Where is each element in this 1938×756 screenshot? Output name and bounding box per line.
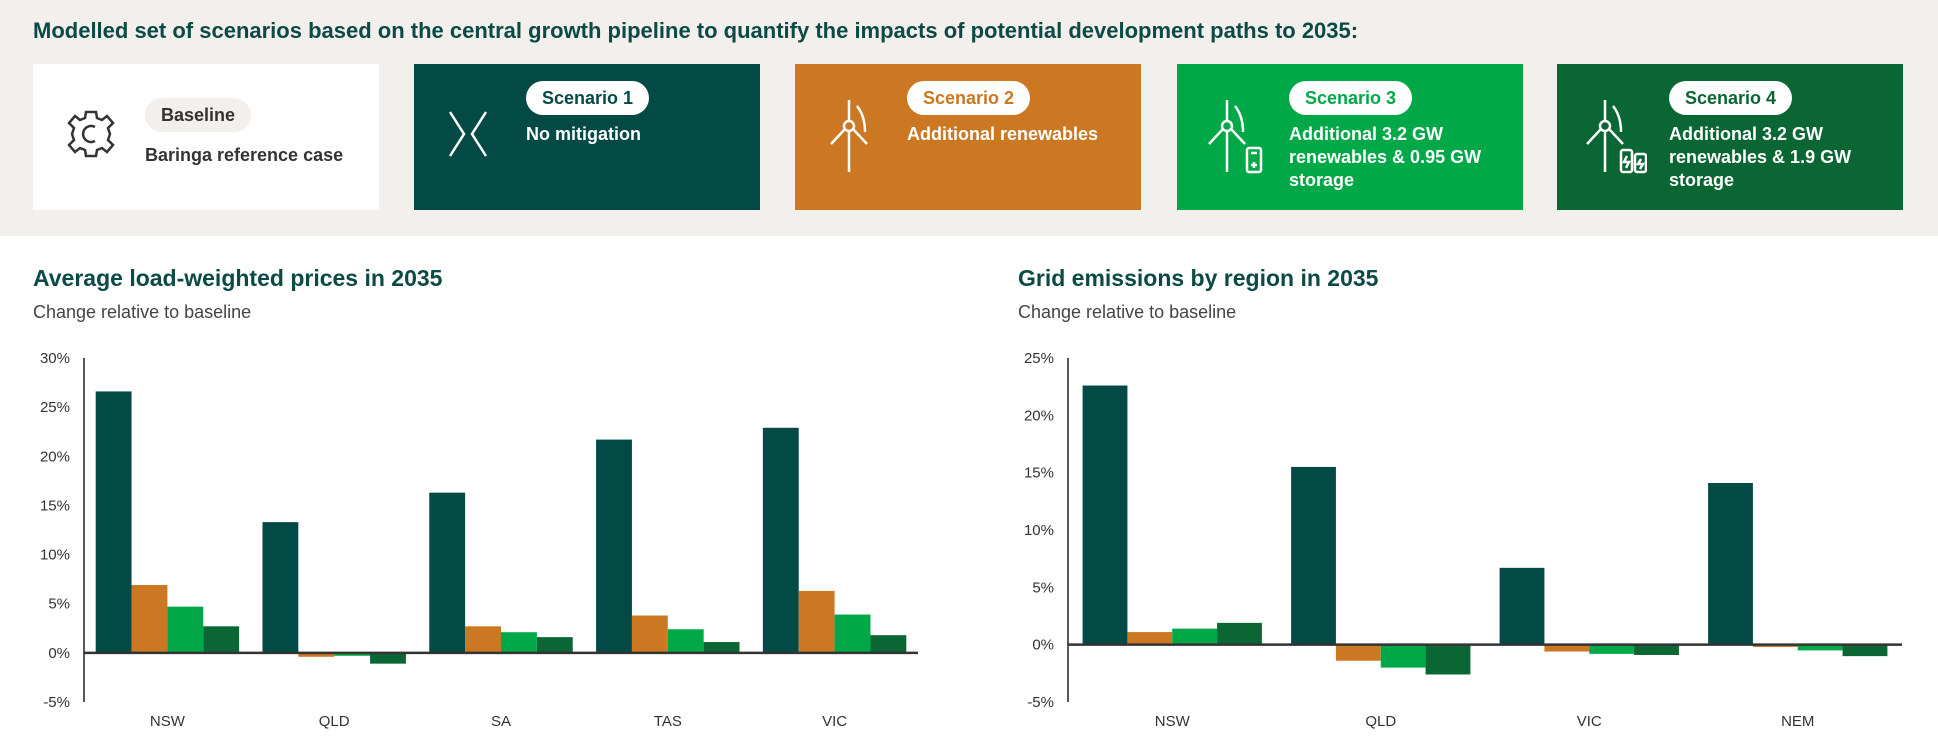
emissions-chart-subtitle: Change relative to baseline (1018, 302, 1237, 322)
prices-bar-tas-s1 (596, 439, 632, 653)
prices-bar-sa-s2 (465, 626, 501, 653)
wind-turbine-battery-icon (1208, 100, 1263, 174)
emissions-x-tick-label: VIC (1577, 713, 1602, 730)
prices-bar-qld-s4 (370, 652, 406, 664)
prices-bar-nsw-s4 (203, 626, 240, 653)
scenario-2-pill: Scenario 2 (907, 81, 1031, 115)
prices-bar-vic-s3 (834, 614, 871, 653)
scenario-3-pill: Scenario 3 (1289, 81, 1413, 115)
prices-x-tick-label: TAS (654, 713, 682, 730)
diverging-arrows-icon (448, 111, 488, 157)
wind-turbine-icon (830, 100, 868, 172)
headline: Modelled set of scenarios based on the c… (33, 18, 1359, 43)
emissions-bar-nsw-s1 (1082, 385, 1128, 645)
emissions-chart-title: Grid emissions by region in 2035 (1018, 265, 1379, 291)
prices-chart-subtitle: Change relative to baseline (33, 302, 252, 322)
emissions-y-tick-label: 0% (1032, 637, 1054, 654)
emissions-x-tick-label: QLD (1365, 713, 1396, 730)
prices-bar-tas-s3 (667, 629, 704, 653)
emissions-bar-vic-s3 (1589, 644, 1635, 654)
prices-x-tick-label: QLD (319, 713, 350, 730)
emissions-y-tick-label: 25% (1024, 350, 1054, 367)
emissions-bar-nsw-s3 (1172, 628, 1218, 645)
prices-x-tick-label: NSW (150, 713, 186, 730)
emissions-bar-qld-s4 (1425, 644, 1471, 675)
prices-bar-vic-s2 (798, 590, 835, 653)
prices-bar-qld-s2 (298, 652, 335, 657)
emissions-y-tick-label: 15% (1024, 465, 1054, 482)
card-scenario-4: Scenario 4 Additional 3.2 GW renewables … (1557, 64, 1903, 210)
prices-y-tick-label: 30% (40, 350, 70, 367)
prices-y-tick-label: 5% (48, 596, 70, 613)
scenario-1-desc: No mitigation (526, 124, 641, 144)
prices-bar-qld-s1 (262, 522, 299, 653)
emissions-x-tick-label: NSW (1155, 713, 1191, 730)
prices-chart-title: Average load-weighted prices in 2035 (33, 265, 443, 291)
card-scenario-3: Scenario 3 Additional 3.2 GW renewables … (1177, 64, 1523, 210)
prices-y-tick-label: -5% (43, 694, 70, 711)
prices-bar-nsw-s2 (131, 585, 168, 653)
emissions-bar-qld-s2 (1335, 644, 1381, 661)
prices-y-tick-label: 10% (40, 547, 70, 564)
emissions-y-tick-label: 20% (1024, 407, 1054, 424)
scenario-1-pill: Scenario 1 (526, 81, 650, 115)
prices-bar-tas-s4 (703, 642, 740, 653)
wind-turbine-batteries-icon (1586, 100, 1647, 174)
scenario-4-pill: Scenario 4 (1669, 81, 1793, 115)
card-baseline: Baseline Baringa reference case (33, 64, 379, 210)
prices-bar-sa-s1 (429, 492, 466, 653)
prices-bar-sa-s4 (536, 637, 573, 653)
card-scenario-1: Scenario 1 No mitigation (414, 64, 760, 210)
emissions-bar-vic-s4 (1634, 644, 1679, 655)
baseline-desc: Baringa reference case (145, 145, 344, 165)
prices-bar-nsw-s3 (167, 606, 204, 653)
emissions-bar-qld-s1 (1291, 466, 1336, 645)
gear-icon (67, 110, 115, 158)
prices-bar-vic-s4 (870, 635, 907, 653)
emissions-bar-nem-s3 (1797, 644, 1843, 651)
prices-bar-nsw-s1 (95, 391, 132, 653)
emissions-bar-nem-s4 (1842, 644, 1888, 657)
emissions-bar-vic-s2 (1544, 644, 1590, 652)
prices-bar-tas-s2 (631, 615, 668, 653)
scenario-2-desc: Additional renewables (907, 124, 1099, 144)
prices-y-tick-label: 20% (40, 448, 70, 465)
emissions-x-tick-label: NEM (1781, 713, 1814, 730)
prices-bar-vic-s1 (762, 427, 799, 653)
prices-x-tick-label: SA (491, 713, 511, 730)
emissions-bar-nsw-s4 (1217, 622, 1262, 645)
scenario-4-desc: Additional 3.2 GW renewables & 1.9 GW st… (1669, 124, 1852, 190)
emissions-y-tick-label: 10% (1024, 522, 1054, 539)
emissions-bar-nsw-s2 (1127, 632, 1173, 645)
card-scenario-2: Scenario 2 Additional renewables (795, 64, 1141, 210)
baseline-pill: Baseline (145, 98, 252, 132)
emissions-bar-nem-s1 (1708, 482, 1753, 645)
prices-bar-sa-s3 (501, 632, 537, 653)
emissions-bar-vic-s1 (1499, 567, 1545, 645)
prices-y-tick-label: 0% (48, 645, 70, 662)
scenario-3-desc: Additional 3.2 GW renewables & 0.95 GW s… (1289, 124, 1482, 190)
emissions-y-tick-label: -5% (1027, 694, 1054, 711)
prices-bar-qld-s3 (334, 652, 371, 656)
emissions-y-tick-label: 5% (1032, 579, 1054, 596)
prices-y-tick-label: 25% (40, 399, 70, 416)
prices-x-tick-label: VIC (822, 713, 847, 730)
emissions-bar-qld-s3 (1380, 644, 1426, 668)
prices-y-tick-label: 15% (40, 497, 70, 514)
